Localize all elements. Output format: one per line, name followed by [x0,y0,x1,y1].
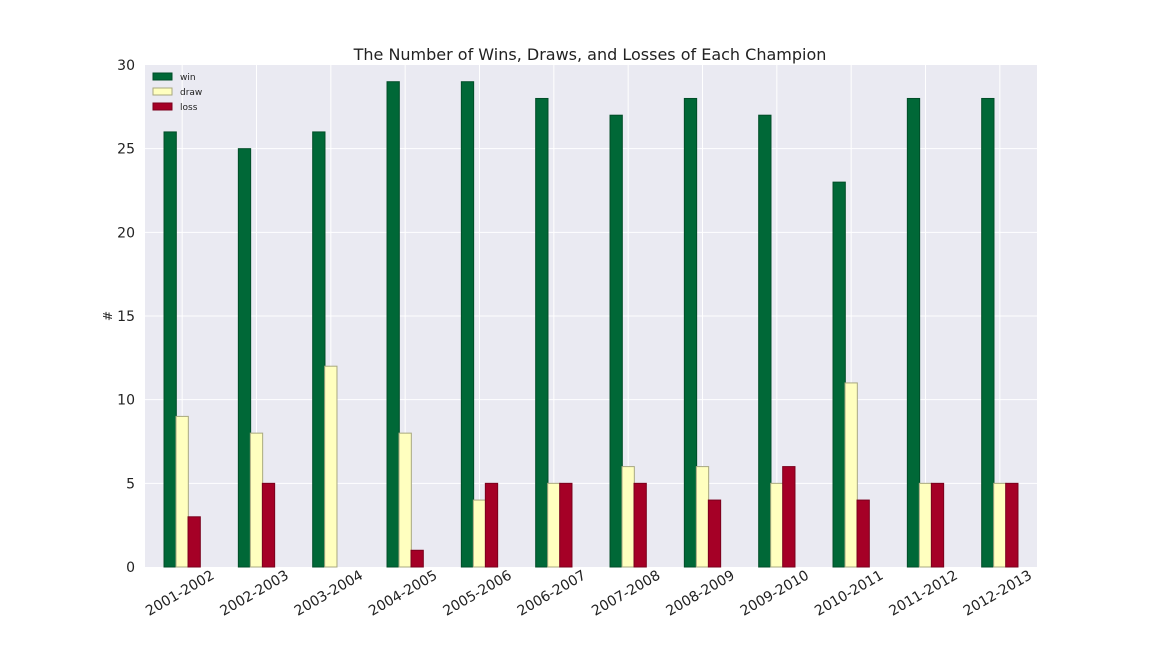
bar-loss [930,482,945,568]
bar-draw [472,499,487,568]
bar-draw [695,466,710,568]
legend-label-draw: draw [180,88,202,98]
bar-draw [175,415,189,568]
legend-swatch-loss [152,102,173,111]
y-axis-ticks: 0 5 10 15 20 25 30 [117,58,135,576]
bar-draw [621,466,635,568]
y-tick-label: 10 [117,393,135,409]
legend-label-win: win [180,73,196,83]
legend-swatch-win [152,72,173,81]
bar-win [609,114,623,568]
x-tick-label: 2006-2007 [515,568,589,620]
bar-loss [484,482,499,568]
bar-win [832,181,846,568]
legend-label-loss: loss [180,103,198,113]
bar-win [535,97,549,568]
bar-loss [782,466,796,568]
bar-draw [249,432,264,568]
y-tick-label: 5 [126,476,135,492]
legend-swatch-draw [152,87,173,96]
x-tick-label: 2005-2006 [440,567,514,619]
x-tick-label: 2002-2003 [217,568,291,620]
bar-loss [633,482,647,568]
bar-win [312,131,326,568]
x-tick-label: 2009-2010 [738,568,812,620]
x-tick-label: 2008-2009 [663,568,737,620]
y-tick-label: 20 [117,225,135,241]
bar-win [237,148,252,568]
bar-win [386,81,400,568]
y-tick-label: 15 [117,309,135,325]
y-tick-label: 25 [117,142,135,158]
bar-win [758,114,772,568]
bar-loss [707,499,722,568]
bar-draw [398,432,412,568]
bar-win [981,97,995,568]
x-tick-label: 2010-2011 [812,568,886,620]
x-tick-label: 2001-2002 [143,568,217,620]
bar-loss [559,482,573,568]
bar-loss [410,549,424,568]
bar-win [683,97,698,568]
bar-draw [918,482,933,568]
bar-win [906,97,921,568]
bar-series [163,81,1019,568]
bar-loss [261,482,276,568]
x-tick-label: 2004-2005 [366,568,440,620]
x-tick-label: 2011-2012 [886,568,960,620]
bar-win [460,81,475,568]
x-tick-label: 2003-2004 [292,567,366,619]
bar-draw [844,382,858,568]
bar-draw [547,482,561,568]
chart-title: The Number of Wins, Draws, and Losses of… [353,45,827,64]
y-tick-label: 0 [126,560,135,576]
x-tick-label: 2012-2013 [961,568,1035,620]
bar-draw [324,365,338,568]
legend: win draw loss [152,72,202,113]
x-tick-label: 2007-2008 [589,568,663,620]
y-axis-label: # [101,311,115,321]
bar-draw [770,482,784,568]
x-axis-ticks: 2001-2002 2002-2003 2003-2004 2004-2005 2005… [143,567,1035,619]
bar-win [163,131,177,568]
bar-loss [187,516,201,568]
bar-loss [1005,482,1019,568]
bar-draw [993,482,1007,568]
y-tick-label: 30 [117,58,135,74]
bar-loss [856,499,870,568]
